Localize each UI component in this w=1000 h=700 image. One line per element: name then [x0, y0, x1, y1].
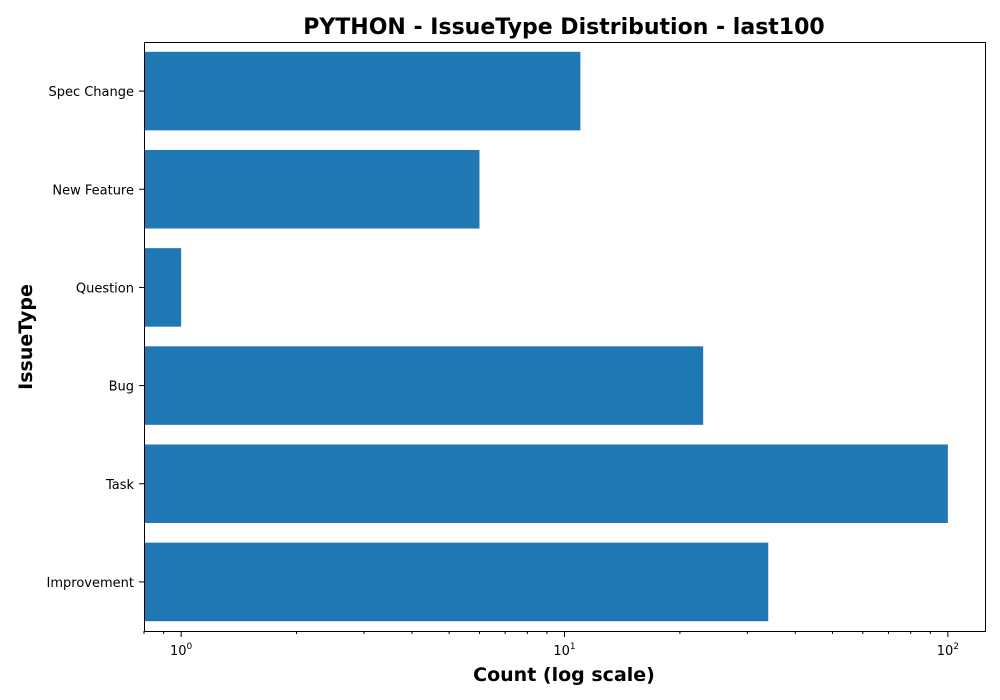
x-tick-label: 102 [937, 642, 959, 659]
chart-title: PYTHON - IssueType Distribution - last10… [303, 15, 824, 40]
bar-improvement [144, 542, 769, 622]
x-tick-label: 101 [553, 642, 575, 659]
y-tick-label: Spec Change [48, 85, 134, 100]
y-axis-label: IssueType [15, 284, 37, 390]
x-axis: 100 101 102 [143, 631, 959, 659]
y-tick-label: Improvement [47, 576, 134, 591]
bars-group [144, 51, 948, 622]
bar-bug [144, 346, 704, 425]
x-tick-label: 100 [170, 642, 193, 659]
x-axis-label: Count (log scale) [473, 664, 655, 686]
y-tick-label: Task [105, 478, 135, 493]
y-tick-label: Bug [109, 380, 134, 395]
bar-question [144, 248, 182, 327]
bar-new-feature [144, 149, 480, 229]
bar-spec-change [144, 51, 581, 131]
bar-task [144, 444, 948, 524]
y-tick-label: New Feature [52, 183, 134, 198]
y-tick-label: Question [76, 281, 134, 296]
y-axis: Spec Change New Feature Question Bug Task Imp… [47, 85, 144, 591]
